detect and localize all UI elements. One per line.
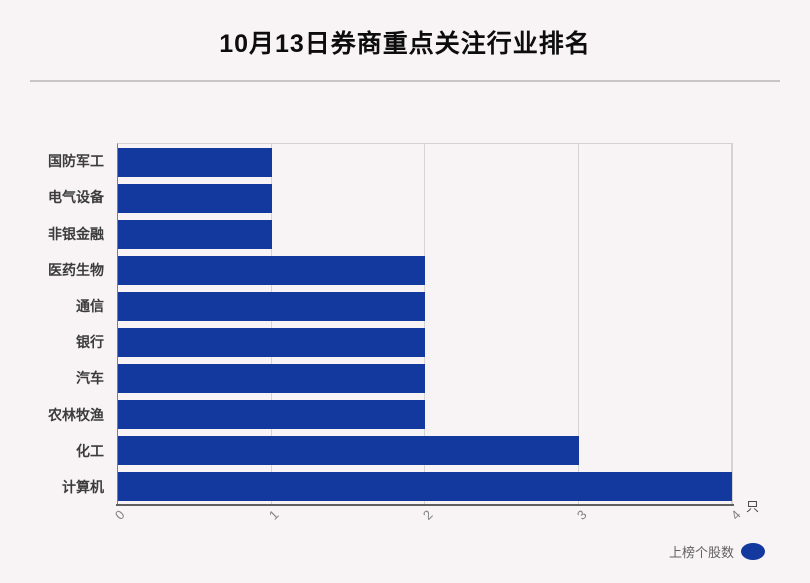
- bar-row: [118, 469, 732, 505]
- bar-row: [118, 397, 732, 433]
- legend: 上榜个股数: [669, 541, 765, 561]
- category-label: 汽车: [76, 370, 104, 387]
- bar-row: [118, 433, 732, 469]
- bar-计算机: [118, 472, 732, 502]
- bar-row: [118, 288, 732, 324]
- category-label: 国防军工: [48, 153, 104, 170]
- gridline: [577, 144, 579, 505]
- ellipse-icon: [741, 542, 765, 560]
- gridline: [270, 144, 272, 505]
- bar-row: [118, 252, 732, 288]
- x-tick-label: 1: [265, 507, 282, 523]
- category-label: 医药生物: [48, 261, 104, 278]
- legend-label: 上榜个股数: [668, 544, 734, 560]
- chart-title: 10月13日券商重点关注行业排名: [219, 30, 591, 58]
- bar-非银金融: [118, 219, 272, 249]
- bar-医药生物: [118, 255, 425, 285]
- bar-电气设备: [118, 183, 272, 213]
- category-label: 银行: [76, 334, 104, 351]
- x-tick-label: 0: [111, 507, 128, 523]
- x-tick-label: 4: [727, 507, 744, 523]
- bar-row: [118, 216, 732, 252]
- plot-area: [117, 143, 733, 505]
- category-label: 计算机: [62, 478, 104, 495]
- bar-化工: [118, 436, 579, 466]
- category-label: 农林牧渔: [48, 406, 104, 423]
- category-label: 通信: [76, 297, 104, 314]
- bar-row: [118, 324, 732, 360]
- x-axis-line: [116, 504, 734, 506]
- x-tick-label: 3: [573, 507, 590, 523]
- bar-国防军工: [118, 147, 272, 177]
- bar-row: [118, 144, 732, 180]
- bar-通信: [118, 291, 425, 321]
- x-tick-label: 2: [419, 507, 436, 523]
- bar-row: [118, 180, 732, 216]
- category-label: 非银金融: [48, 225, 104, 242]
- y-axis-category-labels: 国防军工电气设备非银金融医药生物通信银行汽车农林牧渔化工计算机: [0, 143, 110, 505]
- bar-农林牧渔: [118, 400, 425, 430]
- bar-银行: [118, 328, 425, 358]
- title-divider: [30, 80, 780, 82]
- category-label: 电气设备: [48, 189, 104, 206]
- category-label: 化工: [76, 442, 104, 459]
- x-axis-unit-label: 只: [746, 499, 760, 514]
- gridline: [731, 144, 732, 505]
- bar-汽车: [118, 364, 425, 394]
- bars: [118, 144, 732, 505]
- gridline: [424, 144, 425, 505]
- bar-row: [118, 361, 732, 397]
